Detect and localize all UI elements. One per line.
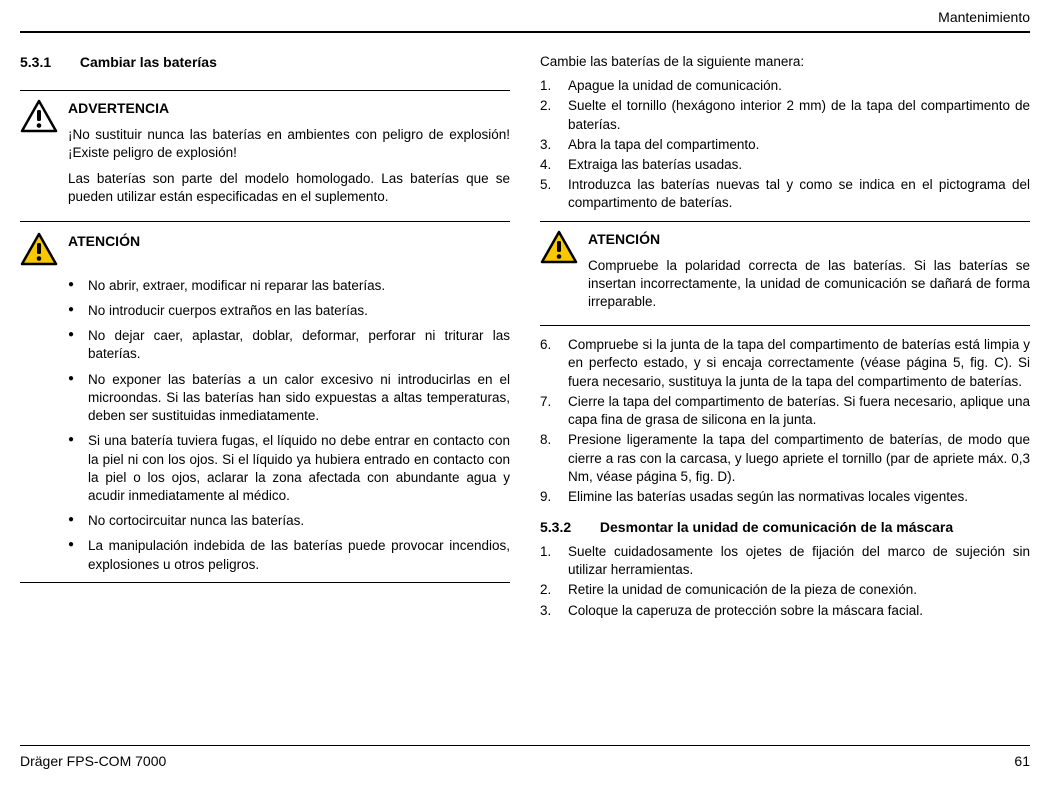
attention-title: ATENCIÓN: [68, 232, 510, 251]
step-item: Coloque la caperuza de protección sobre …: [540, 602, 1030, 620]
warning-icon: [20, 99, 58, 138]
section-number-2: 5.3.2: [540, 518, 596, 537]
divider: [20, 221, 510, 222]
bullet-item: No dejar caer, aplastar, doblar, deforma…: [68, 327, 510, 363]
steps-list-b: Compruebe si la junta de la tapa del com…: [540, 336, 1030, 506]
section-title: Cambiar las baterías: [80, 54, 217, 70]
attention-body-right: ATENCIÓN Compruebe la polaridad correcta…: [588, 230, 1030, 320]
section-heading-2: 5.3.2 Desmontar la unidad de comunicació…: [540, 518, 1030, 537]
step-item: Elimine las baterías usadas según las no…: [540, 488, 1030, 506]
attention-block-right: ATENCIÓN Compruebe la polaridad correcta…: [540, 230, 1030, 320]
attention-bullet-list: No abrir, extraer, modificar ni reparar …: [68, 277, 510, 574]
step-item: Introduzca las baterías nuevas tal y com…: [540, 176, 1030, 212]
steps-list-a: Apague la unidad de comunicación. Suelte…: [540, 77, 1030, 213]
step-item: Cierre la tapa del compartimento de bate…: [540, 393, 1030, 429]
footer-page-number: 61: [1014, 752, 1030, 771]
divider: [540, 221, 1030, 222]
header-section-label: Mantenimiento: [20, 8, 1030, 33]
step-item: Suelte el tornillo (hexágono interior 2 …: [540, 97, 1030, 133]
attention-text-right: Compruebe la polaridad correcta de las b…: [588, 257, 1030, 312]
bullet-item: No abrir, extraer, modificar ni reparar …: [68, 277, 510, 295]
bullet-item: No introducir cuerpos extraños en las ba…: [68, 302, 510, 320]
attention-body: ATENCIÓN: [68, 232, 510, 259]
step-item: Retire la unidad de comunicación de la p…: [540, 581, 1030, 599]
document-page: Mantenimiento 5.3.1 Cambiar las baterías: [0, 0, 1050, 789]
bullet-item: No cortocircuitar nunca las baterías.: [68, 512, 510, 530]
attention-icon: [540, 230, 578, 269]
step-item: Suelte cuidadosamente los ojetes de fija…: [540, 543, 1030, 579]
page-footer: Dräger FPS-COM 7000 61: [20, 745, 1030, 771]
warning-text-2: Las baterías son parte del modelo homolo…: [68, 170, 510, 206]
bullet-item: Si una batería tuviera fugas, el líquido…: [68, 432, 510, 505]
warning-text-1: ¡No sustituir nunca las baterías en ambi…: [68, 126, 510, 162]
bullet-item: No exponer las baterías a un calor exces…: [68, 371, 510, 426]
warning-body: ADVERTENCIA ¡No sustituir nunca las bate…: [68, 99, 510, 215]
section-title-2: Desmontar la unidad de comunicación de l…: [600, 519, 953, 535]
step-item: Extraiga las baterías usadas.: [540, 156, 1030, 174]
step-item: Abra la tapa del compartimento.: [540, 136, 1030, 154]
two-column-layout: 5.3.1 Cambiar las baterías ADVERTENCIA ¡…: [20, 33, 1030, 622]
intro-text: Cambie las baterías de la siguiente mane…: [540, 53, 1030, 71]
steps-list-c: Suelte cuidadosamente los ojetes de fija…: [540, 543, 1030, 620]
attention-icon: [20, 232, 58, 271]
footer-product: Dräger FPS-COM 7000: [20, 752, 166, 771]
attention-block: ATENCIÓN: [20, 232, 510, 271]
left-column: 5.3.1 Cambiar las baterías ADVERTENCIA ¡…: [20, 53, 510, 622]
right-column: Cambie las baterías de la siguiente mane…: [540, 53, 1030, 622]
divider: [540, 325, 1030, 326]
warning-title: ADVERTENCIA: [68, 99, 510, 118]
warning-block: ADVERTENCIA ¡No sustituir nunca las bate…: [20, 99, 510, 215]
attention-title-right: ATENCIÓN: [588, 230, 1030, 249]
divider: [20, 582, 510, 583]
section-number: 5.3.1: [20, 53, 76, 72]
section-heading: 5.3.1 Cambiar las baterías: [20, 53, 510, 72]
bullet-item: La manipulación indebida de las baterías…: [68, 537, 510, 573]
step-item: Compruebe si la junta de la tapa del com…: [540, 336, 1030, 391]
step-item: Apague la unidad de comunicación.: [540, 77, 1030, 95]
step-item: Presione ligeramente la tapa del compart…: [540, 431, 1030, 486]
divider: [20, 90, 510, 91]
